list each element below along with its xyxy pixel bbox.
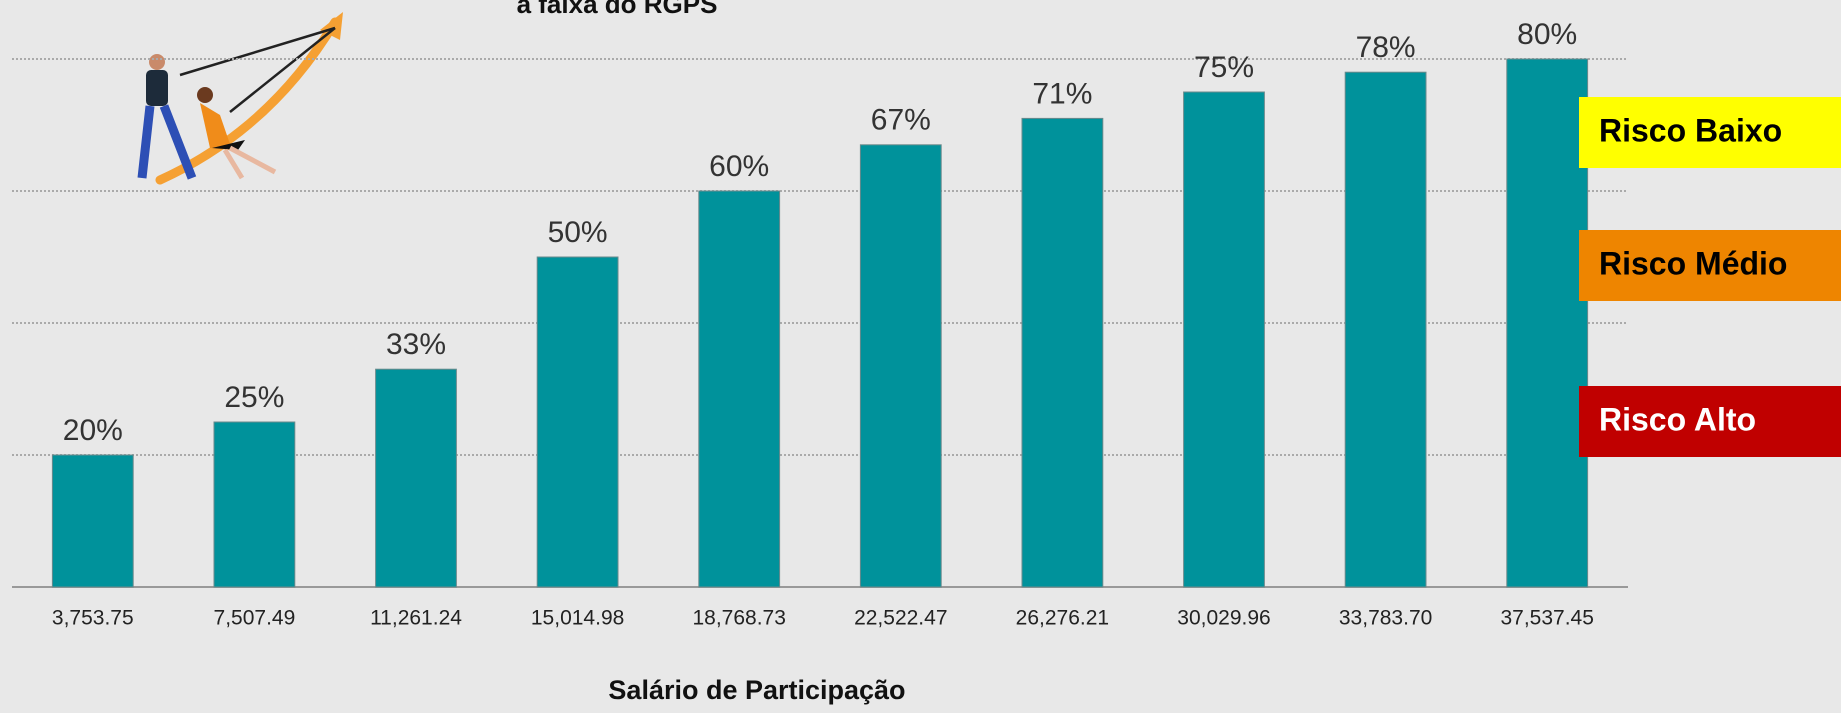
- bar: [536, 256, 619, 588]
- data-label: 67%: [871, 104, 931, 137]
- bar: [1344, 71, 1427, 588]
- x-tick-label: 18,768.73: [692, 607, 785, 630]
- x-tick-label: 3,753.75: [52, 607, 134, 630]
- x-tick-label: 30,029.96: [1177, 607, 1270, 630]
- x-tick-label: 15,014.98: [531, 607, 624, 630]
- chart-title: a faixa do RGPS: [517, 0, 718, 19]
- legend-box: [1579, 386, 1841, 457]
- legend-box: [1579, 230, 1841, 301]
- data-label: 80%: [1517, 18, 1577, 51]
- legend-label: Risco Baixo: [1599, 112, 1782, 148]
- bar: [698, 190, 781, 588]
- legend-label: Risco Médio: [1599, 245, 1787, 281]
- bar: [1021, 117, 1104, 588]
- data-label: 78%: [1356, 31, 1416, 64]
- data-label: 60%: [709, 150, 769, 183]
- legend-label: Risco Alto: [1599, 401, 1756, 437]
- bar: [213, 421, 296, 588]
- bar: [51, 454, 134, 588]
- illustration: [137, 12, 343, 185]
- x-tick-label: 26,276.21: [1016, 607, 1109, 630]
- data-label: 50%: [548, 216, 608, 249]
- x-tick-label: 22,522.47: [854, 607, 947, 630]
- x-tick-label: 37,537.45: [1500, 607, 1593, 630]
- x-axis-label: Salário de Participação: [608, 675, 905, 705]
- data-label: 33%: [386, 328, 446, 361]
- bar: [859, 144, 942, 588]
- data-label: 71%: [1032, 77, 1092, 110]
- data-label: 20%: [63, 414, 123, 447]
- x-tick-label: 11,261.24: [370, 607, 462, 630]
- legend-box: [1579, 97, 1841, 168]
- x-tick-label: 7,507.49: [214, 607, 296, 630]
- bar: [1506, 58, 1589, 588]
- x-tick-label: 33,783.70: [1339, 607, 1432, 630]
- data-label: 75%: [1194, 51, 1254, 84]
- bar: [375, 368, 457, 588]
- bar: [1183, 91, 1265, 588]
- data-label: 25%: [224, 381, 284, 414]
